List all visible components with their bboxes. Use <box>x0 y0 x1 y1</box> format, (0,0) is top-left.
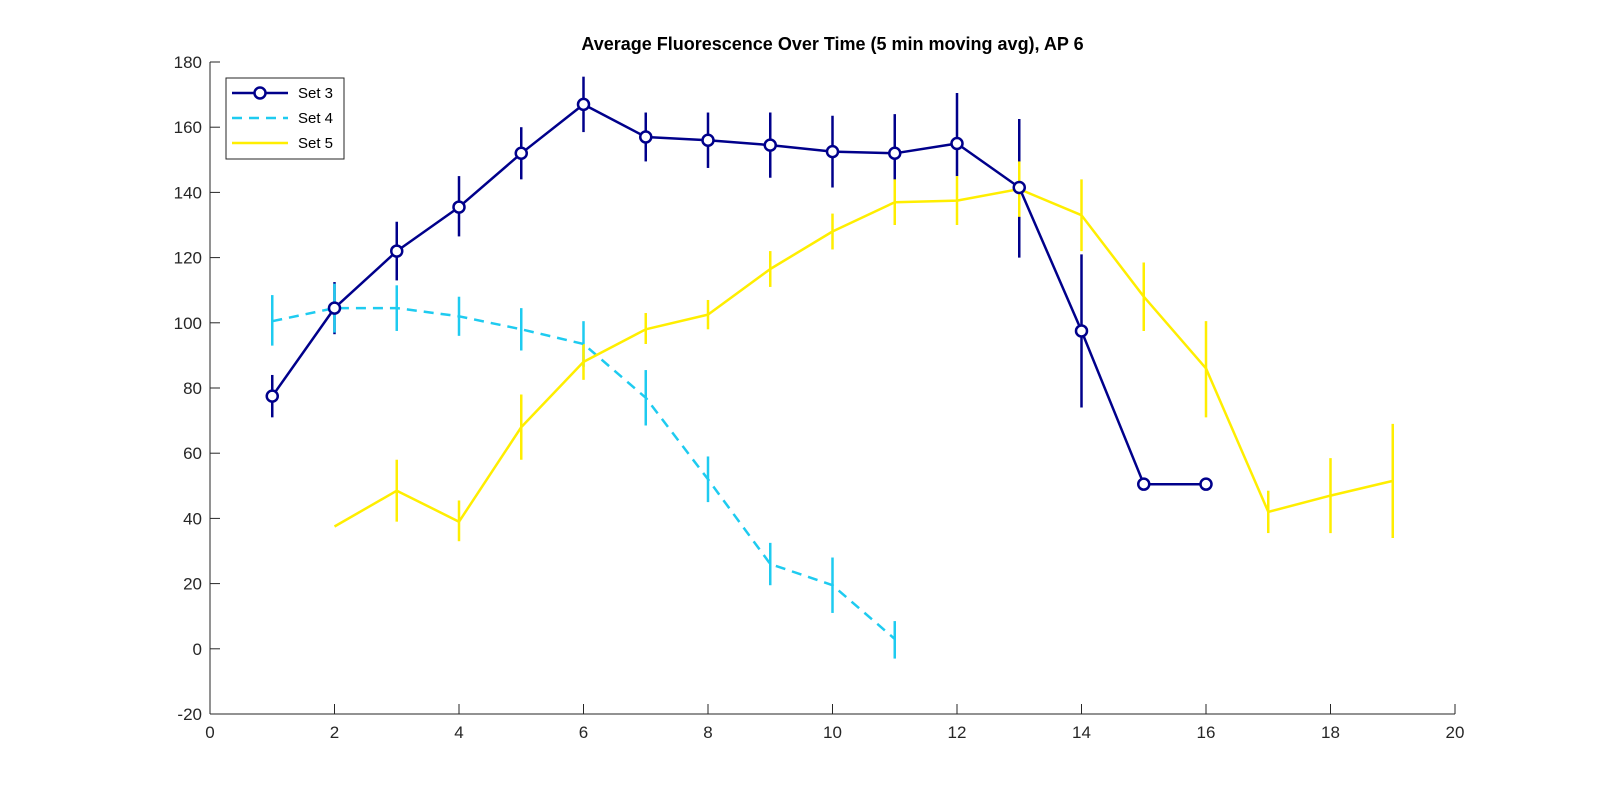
set-3-point <box>1076 325 1087 336</box>
set-3-point <box>516 148 527 159</box>
y-tick-label: 160 <box>174 118 202 137</box>
legend: Set 3 Set 4 Set 5 <box>226 78 344 159</box>
x-tick-label: 2 <box>330 723 339 742</box>
y-tick-label: 20 <box>183 575 202 594</box>
set-3-point <box>454 202 465 213</box>
set-3-point <box>952 138 963 149</box>
y-tick-label: 120 <box>174 249 202 268</box>
x-tick-label: 10 <box>823 723 842 742</box>
x-tick-label: 0 <box>205 723 214 742</box>
y-tick-label: 140 <box>174 183 202 202</box>
x-tick-label: 16 <box>1197 723 1216 742</box>
x-tick-label: 14 <box>1072 723 1091 742</box>
chart-title: Average Fluorescence Over Time (5 min mo… <box>581 34 1083 54</box>
x-tick-label: 8 <box>703 723 712 742</box>
set-3-point <box>1201 479 1212 490</box>
set-3-point <box>827 146 838 157</box>
y-tick-label: 100 <box>174 314 202 333</box>
x-tick-label: 18 <box>1321 723 1340 742</box>
legend-label-set-3: Set 3 <box>298 85 333 102</box>
set-3-point <box>267 391 278 402</box>
x-tick-label: 4 <box>454 723 463 742</box>
legend-marker-set-3 <box>255 88 266 99</box>
set-3-point <box>703 135 714 146</box>
set-3-point <box>640 131 651 142</box>
set-3-point <box>391 246 402 257</box>
set-3-point <box>1014 182 1025 193</box>
x-tick-label: 20 <box>1446 723 1465 742</box>
legend-label-set-5: Set 5 <box>298 135 333 152</box>
y-tick-label: 40 <box>183 509 202 528</box>
y-tick-label: 0 <box>193 640 202 659</box>
legend-label-set-4: Set 4 <box>298 110 333 127</box>
y-tick-label: 180 <box>174 53 202 72</box>
y-tick-label: 60 <box>183 444 202 463</box>
set-3-point <box>765 140 776 151</box>
set-3-point <box>889 148 900 159</box>
x-tick-label: 12 <box>948 723 967 742</box>
y-tick-label: -20 <box>177 705 202 724</box>
set-3-point <box>1138 479 1149 490</box>
set-3-point <box>578 99 589 110</box>
y-tick-label: 80 <box>183 379 202 398</box>
x-tick-label: 6 <box>579 723 588 742</box>
